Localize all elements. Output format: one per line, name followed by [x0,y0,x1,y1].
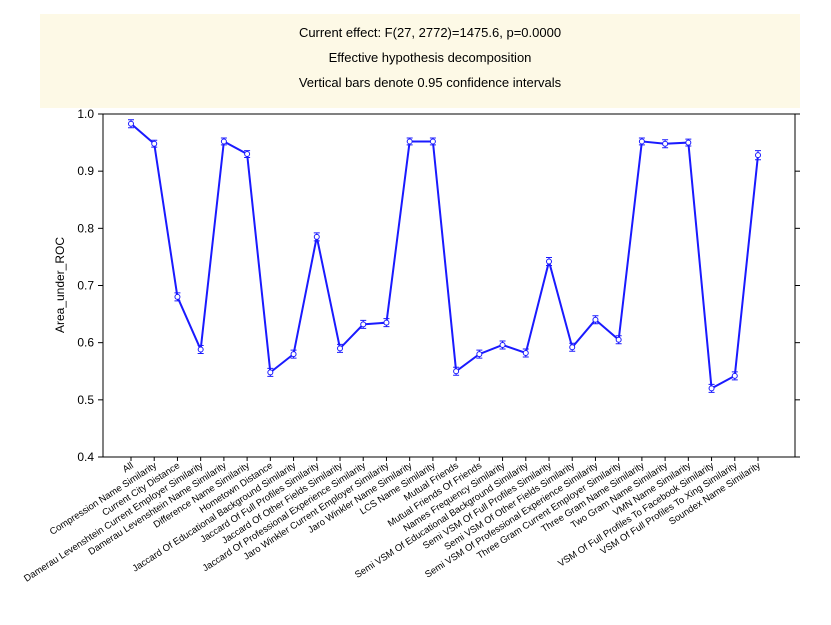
point [546,258,552,265]
y-tick-label: 0.4 [77,450,94,464]
y-axis-label: Area_under_ROC [53,237,67,333]
line [130,122,759,390]
point [313,233,320,240]
point [685,139,692,146]
point [453,368,460,375]
x-tick-label: All [121,460,136,475]
point [731,372,738,379]
point [755,152,761,159]
point [174,293,181,300]
point [290,351,297,358]
chart-subtitle: Effective hypothesis decomposition [329,50,532,65]
point [499,341,506,348]
point [615,336,622,343]
y-tick-label: 1.0 [77,107,94,121]
point [662,140,669,147]
y-tick-label: 0.8 [77,221,94,235]
point [220,138,227,145]
point [592,316,599,323]
point [522,349,529,356]
y-tick-label: 0.6 [77,336,94,350]
x-tick-label: Damerau Levenshtein Current Employer Sim… [22,460,205,584]
title-background [40,14,800,108]
point [267,369,274,376]
y-tick-label: 0.9 [77,164,94,178]
chart-subtitle: Vertical bars denote 0.95 confidence int… [299,75,562,90]
point [406,138,413,145]
point [151,140,158,147]
y-tick-label: 0.5 [77,393,94,407]
point [360,321,367,328]
point [128,120,134,127]
point [244,151,251,158]
point [708,385,715,392]
point [337,345,343,352]
chart-title: Current effect: F(27, 2772)=1475.6, p=0.… [299,25,561,40]
point [429,138,436,145]
point [383,319,390,326]
point [197,346,204,353]
point [569,344,576,351]
point [638,138,645,145]
point [476,351,483,358]
y-tick-label: 0.7 [77,279,94,293]
